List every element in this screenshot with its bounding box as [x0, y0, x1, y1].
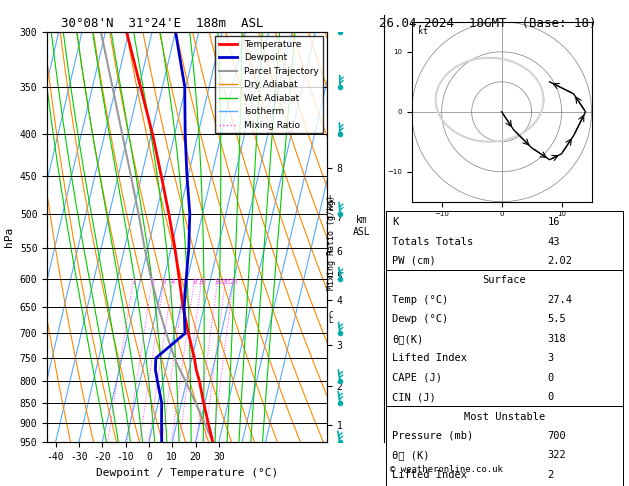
Text: 1: 1	[131, 278, 136, 284]
Text: CIN (J): CIN (J)	[392, 392, 436, 402]
Text: PW (cm): PW (cm)	[392, 256, 436, 266]
Text: 3: 3	[162, 278, 167, 284]
Text: 26.04.2024  18GMT  (Base: 18): 26.04.2024 18GMT (Base: 18)	[379, 17, 596, 30]
Text: K: K	[392, 217, 398, 227]
Text: Mixing Ratio (g/kg): Mixing Ratio (g/kg)	[327, 195, 336, 291]
Text: 6: 6	[183, 278, 187, 284]
Text: Lifted Index: Lifted Index	[392, 470, 467, 480]
Text: Totals Totals: Totals Totals	[392, 237, 473, 246]
Text: 25: 25	[230, 278, 238, 284]
Text: kt: kt	[418, 27, 428, 36]
Text: 30°08'N  31°24'E  188m  ASL: 30°08'N 31°24'E 188m ASL	[61, 17, 264, 31]
Text: 43: 43	[547, 237, 560, 246]
Text: Dewp (°C): Dewp (°C)	[392, 314, 448, 324]
Text: C: C	[328, 312, 333, 320]
Text: L: L	[328, 316, 333, 325]
Text: 318: 318	[547, 334, 566, 344]
Text: L: L	[328, 195, 333, 204]
Text: 16: 16	[213, 278, 223, 284]
Text: Surface: Surface	[482, 276, 526, 285]
Text: 20: 20	[221, 278, 230, 284]
Text: 10: 10	[198, 278, 206, 284]
Text: 8: 8	[192, 278, 197, 284]
Text: θᴀ(K): θᴀ(K)	[392, 334, 423, 344]
Text: 4: 4	[170, 278, 175, 284]
Text: Temp (°C): Temp (°C)	[392, 295, 448, 305]
Text: L: L	[328, 205, 333, 213]
Text: CAPE (J): CAPE (J)	[392, 373, 442, 382]
Legend: Temperature, Dewpoint, Parcel Trajectory, Dry Adiabat, Wet Adiabat, Isotherm, Mi: Temperature, Dewpoint, Parcel Trajectory…	[215, 36, 323, 134]
Text: Lifted Index: Lifted Index	[392, 353, 467, 363]
Text: Pressure (mb): Pressure (mb)	[392, 431, 473, 441]
Text: © weatheronline.co.uk: © weatheronline.co.uk	[390, 465, 503, 474]
Text: 700: 700	[547, 431, 566, 441]
Text: θᴇ (K): θᴇ (K)	[392, 451, 430, 460]
Text: 0: 0	[547, 373, 554, 382]
Text: 27.4: 27.4	[547, 295, 572, 305]
Text: 2: 2	[150, 278, 155, 284]
Y-axis label: km
ASL: km ASL	[353, 215, 371, 237]
Text: 2: 2	[547, 470, 554, 480]
Text: 0: 0	[547, 392, 554, 402]
Text: 322: 322	[547, 451, 566, 460]
Text: 5.5: 5.5	[547, 314, 566, 324]
Text: Most Unstable: Most Unstable	[464, 412, 545, 421]
Text: C: C	[328, 200, 333, 208]
Text: 16: 16	[547, 217, 560, 227]
Text: 2.02: 2.02	[547, 256, 572, 266]
X-axis label: Dewpoint / Temperature (°C): Dewpoint / Temperature (°C)	[96, 468, 278, 478]
Y-axis label: hPa: hPa	[4, 227, 14, 247]
Text: 3: 3	[547, 353, 554, 363]
